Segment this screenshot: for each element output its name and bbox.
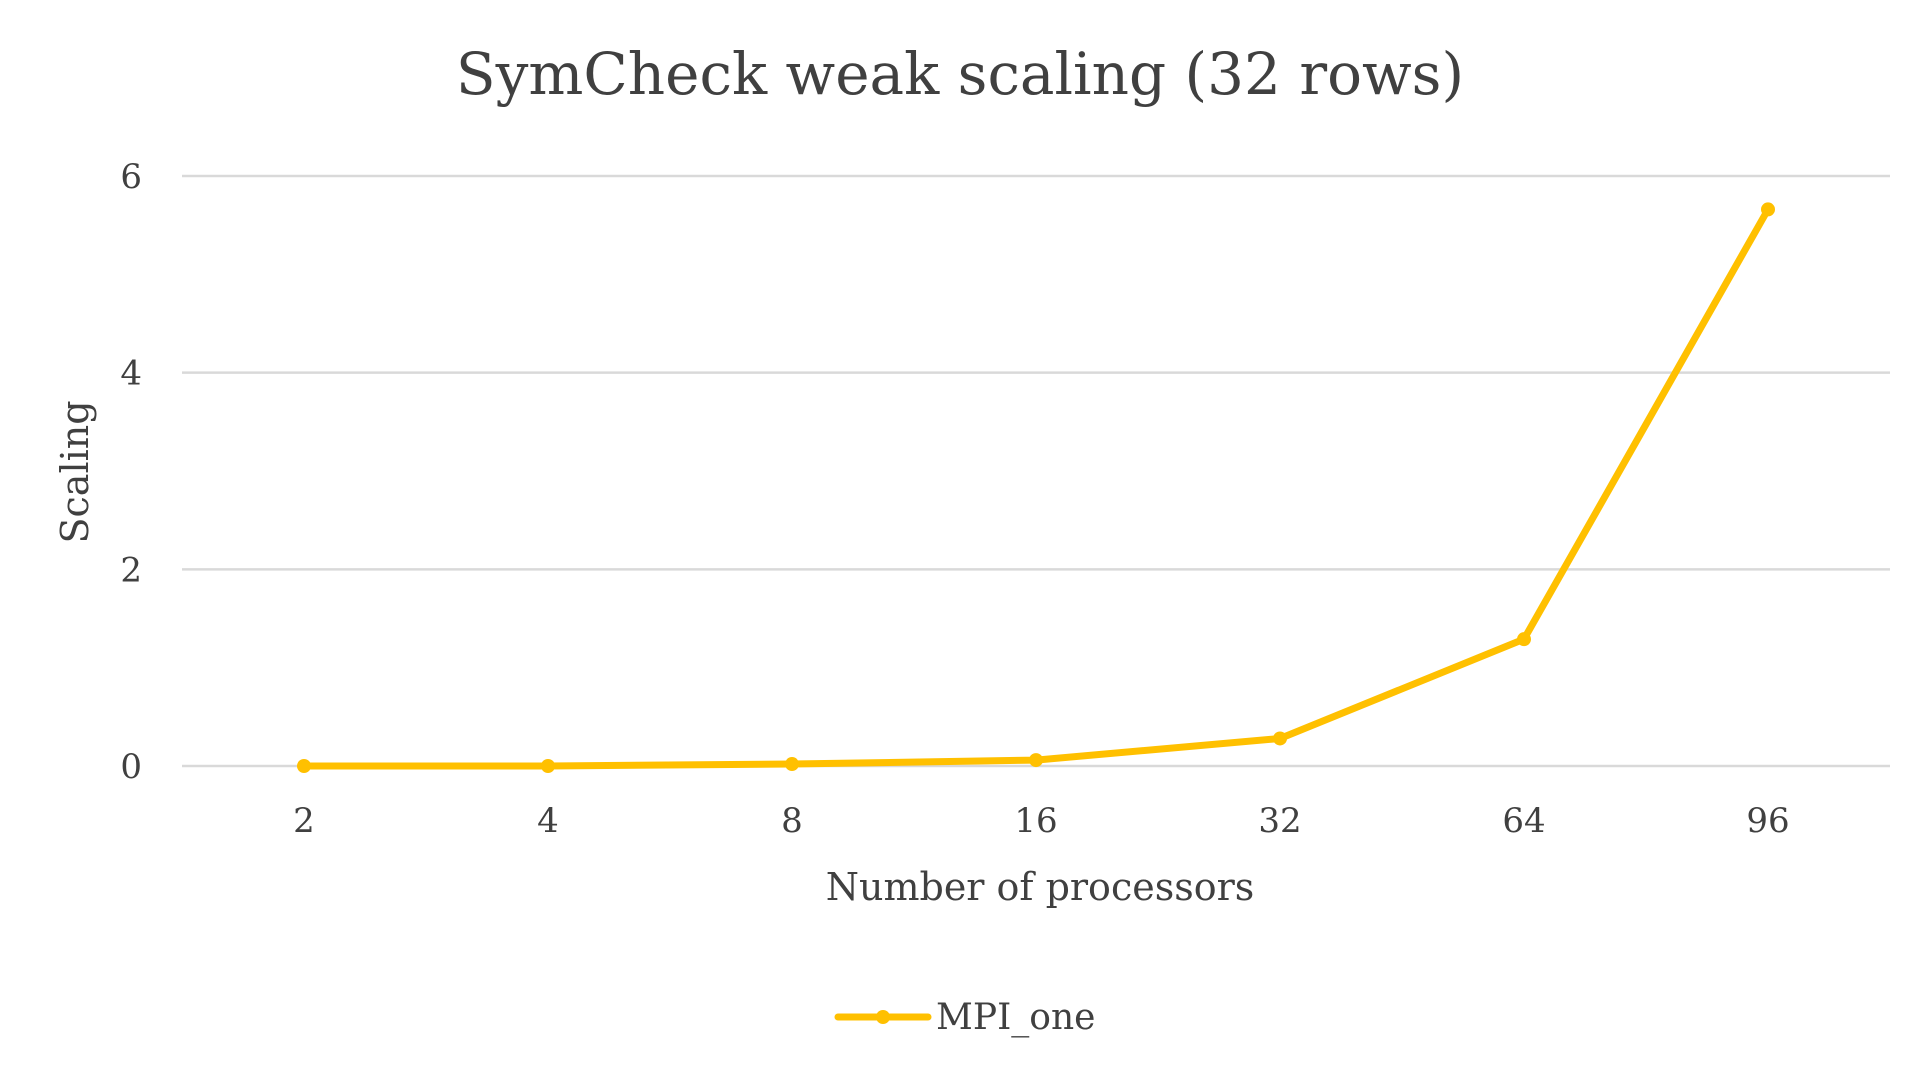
x-tick-label: 32 <box>1258 801 1301 841</box>
y-axis-label: Scaling <box>53 400 97 543</box>
x-tick-label: 64 <box>1502 801 1545 841</box>
data-point <box>541 759 555 773</box>
x-axis-label: Number of processors <box>826 865 1255 909</box>
x-axis-ticks: 2 4 8 16 32 64 96 <box>293 801 1789 841</box>
legend-marker-mpi-one <box>876 1010 890 1024</box>
y-tick-label: 4 <box>120 354 142 394</box>
legend: MPI_one <box>834 997 1095 1038</box>
x-tick-label: 2 <box>293 801 315 841</box>
data-point <box>1273 731 1287 746</box>
data-point <box>297 759 311 773</box>
y-tick-label: 6 <box>120 157 142 197</box>
x-tick-label: 4 <box>537 801 559 841</box>
x-tick-label: 16 <box>1014 801 1057 841</box>
series-line-mpi-one <box>300 205 1772 770</box>
y-tick-label: 0 <box>120 747 142 787</box>
x-tick-label: 96 <box>1746 801 1789 841</box>
legend-label-mpi-one: MPI_one <box>936 997 1095 1038</box>
y-tick-label: 2 <box>120 550 142 590</box>
gridlines <box>182 174 1890 768</box>
data-point <box>785 757 799 772</box>
data-point <box>1029 753 1043 768</box>
chart-title: SymCheck weak scaling (32 rows) <box>456 40 1464 108</box>
y-axis-ticks: 0 2 4 6 <box>120 157 142 787</box>
series-layer <box>297 202 1775 773</box>
data-point <box>1761 202 1775 217</box>
x-tick-label: 8 <box>781 801 803 841</box>
data-point <box>1517 632 1531 647</box>
